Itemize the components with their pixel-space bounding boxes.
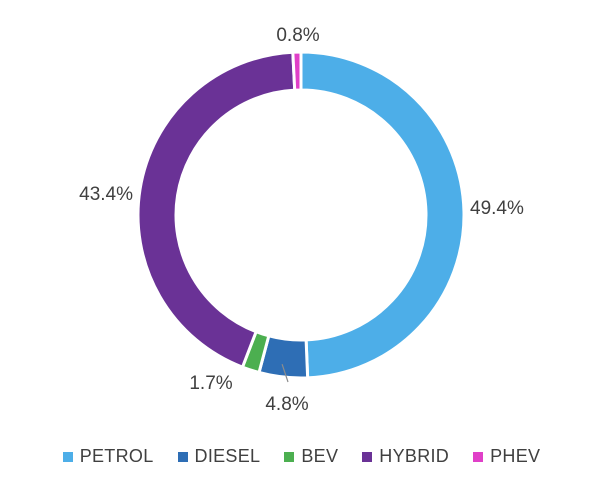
legend-label-hybrid: HYBRID (379, 446, 449, 467)
legend-label-bev: BEV (301, 446, 338, 467)
legend-item-phev: PHEV (473, 446, 540, 467)
chart-legend: PETROL DIESEL BEV HYBRID PHEV (0, 446, 603, 467)
legend-swatch-petrol (63, 452, 73, 462)
data-label-petrol: 49.4% (470, 198, 524, 219)
slice-hybrid (138, 52, 295, 367)
legend-swatch-phev (473, 452, 483, 462)
data-label-hybrid: 43.4% (79, 184, 133, 205)
legend-label-diesel: DIESEL (195, 446, 261, 467)
legend-label-phev: PHEV (490, 446, 540, 467)
legend-swatch-diesel (178, 452, 188, 462)
legend-item-diesel: DIESEL (178, 446, 261, 467)
legend-item-petrol: PETROL (63, 446, 154, 467)
legend-label-petrol: PETROL (80, 446, 154, 467)
legend-swatch-bev (284, 452, 294, 462)
data-label-phev: 0.8% (276, 25, 319, 46)
legend-item-hybrid: HYBRID (362, 446, 449, 467)
donut-chart: 49.4% 4.8% 1.7% 43.4% 0.8% (0, 0, 603, 440)
legend-swatch-hybrid (362, 452, 372, 462)
slice-phev (293, 52, 301, 90)
data-label-bev: 1.7% (189, 373, 232, 394)
data-label-diesel: 4.8% (265, 394, 308, 415)
slice-petrol (301, 52, 464, 378)
legend-item-bev: BEV (284, 446, 338, 467)
slices-layer (138, 52, 464, 378)
